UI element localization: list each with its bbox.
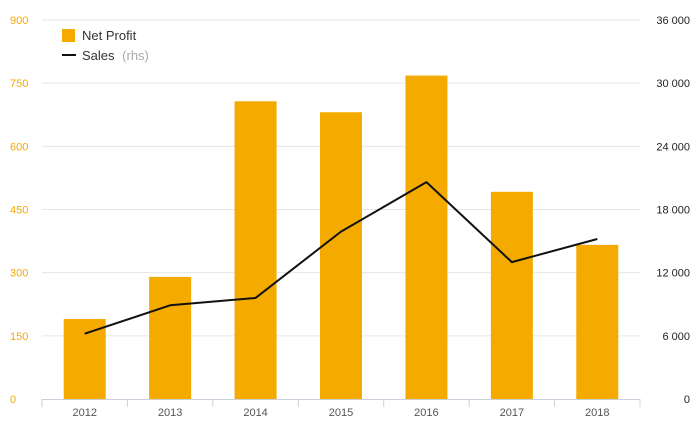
net-profit-bars <box>63 75 619 400</box>
legend: Net Profit Sales (rhs) <box>62 28 149 63</box>
bar-net-profit-2014 <box>234 101 277 399</box>
x-tick-label: 2018 <box>585 407 609 419</box>
x-tick-label: 2013 <box>158 407 182 419</box>
bar-net-profit-2017 <box>490 191 533 399</box>
y-right-tick-label: 36 000 <box>656 15 690 27</box>
bar-net-profit-2013 <box>149 276 192 399</box>
axes: 0 150 300 450 600 750 900 0 6 000 12 000 18 000 24 … <box>10 15 690 419</box>
y-right-tick-label: 18 000 <box>656 205 690 217</box>
bar-net-profit-2016 <box>405 75 448 399</box>
y-right-tick-label: 30 000 <box>656 78 690 90</box>
legend-sales-label: Sales (rhs) <box>82 48 149 63</box>
y-left-tick-label: 450 <box>10 205 28 217</box>
y-left-tick-label: 0 <box>10 394 16 406</box>
y-left-tick-label: 150 <box>10 331 28 343</box>
x-tick-label: 2014 <box>243 407 267 419</box>
x-tick-label: 2017 <box>500 407 524 419</box>
x-tick-label: 2016 <box>414 407 438 419</box>
y-left-tick-label: 900 <box>10 15 28 27</box>
legend-net-profit-swatch <box>62 29 75 42</box>
bar-net-profit-2015 <box>320 112 362 400</box>
legend-sales-suffix: (rhs) <box>122 48 149 63</box>
legend-net-profit-label: Net Profit <box>82 28 137 43</box>
y-right-tick-label: 12 000 <box>656 268 690 280</box>
y-right-tick-label: 24 000 <box>656 141 690 153</box>
y-left-tick-label: 750 <box>10 78 28 90</box>
sales-line <box>84 181 598 335</box>
legend-sales-name: Sales <box>82 48 115 63</box>
bar-net-profit-2018 <box>576 244 619 399</box>
y-right-tick-label: 6 000 <box>662 331 690 343</box>
y-left-tick-label: 600 <box>10 141 28 153</box>
bar-net-profit-2012 <box>63 318 106 399</box>
x-tick-label: 2012 <box>72 407 96 419</box>
sales-line-series <box>84 181 598 335</box>
y-right-tick-label: 0 <box>684 394 690 406</box>
x-tick-label: 2015 <box>329 407 353 419</box>
y-left-tick-label: 300 <box>10 268 28 280</box>
